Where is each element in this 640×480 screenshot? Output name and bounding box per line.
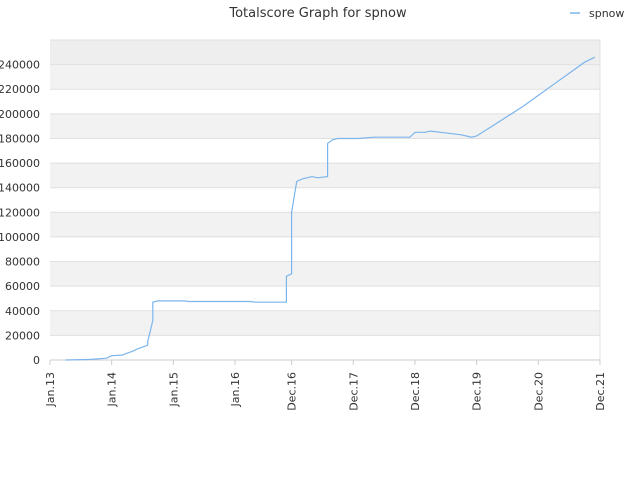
series-lines <box>65 56 596 361</box>
plot-band <box>50 212 600 237</box>
series-line-spnow <box>65 56 596 361</box>
x-tick-label: Dec.19 <box>471 372 484 411</box>
y-tick-label: 240000 <box>0 59 40 72</box>
plot-band <box>50 310 600 336</box>
x-axis-ticks: Jan.13 Jan.14 Jan.15 Jan.16 Dec.16 Dec.17 Dec.… <box>44 360 607 411</box>
plot-band <box>50 89 600 114</box>
y-tick-label: 200000 <box>0 108 40 121</box>
x-tick-label: Dec.21 <box>594 372 607 411</box>
y-tick-label: 40000 <box>5 305 40 318</box>
plot-band <box>50 335 600 360</box>
plot-band <box>50 261 600 287</box>
x-tick-label: Jan.16 <box>229 372 242 407</box>
grid-lines <box>50 39 601 361</box>
x-tick-label: Dec.18 <box>409 372 422 411</box>
y-tick-label: 180000 <box>0 132 40 145</box>
chart-title: Totalscore Graph for spnow <box>228 6 407 21</box>
x-tick-label: Jan.15 <box>167 372 180 407</box>
x-tick-label: Dec.20 <box>532 372 545 411</box>
plot-band <box>50 163 600 188</box>
plot-band <box>50 138 600 164</box>
y-tick-label: 60000 <box>5 280 40 293</box>
plot-band <box>50 286 600 311</box>
y-tick-label: 140000 <box>0 182 40 195</box>
y-axis-ticks: 0 20000 40000 60000 80000 100000 120000 140000 1… <box>0 59 40 367</box>
x-tick-label: Jan.13 <box>44 372 57 407</box>
y-tick-label: 0 <box>33 354 40 367</box>
plot-band <box>50 236 600 262</box>
plot-bands <box>50 40 600 360</box>
legend-label-spnow: spnow <box>589 7 624 20</box>
plot-band <box>50 40 600 65</box>
y-tick-label: 20000 <box>5 329 40 342</box>
x-tick-label: Dec.17 <box>347 372 360 411</box>
y-tick-label: 80000 <box>5 256 40 269</box>
y-tick-label: 100000 <box>0 231 40 244</box>
plot-band <box>50 113 600 139</box>
legend[interactable]: spnow <box>570 7 624 20</box>
x-tick-label: Jan.14 <box>106 372 119 407</box>
y-tick-label: 120000 <box>0 206 40 219</box>
plot-band <box>50 187 600 213</box>
plot-band <box>50 64 600 90</box>
y-tick-label: 160000 <box>0 157 40 170</box>
x-tick-label: Dec.16 <box>286 372 299 411</box>
y-tick-label: 220000 <box>0 83 40 96</box>
